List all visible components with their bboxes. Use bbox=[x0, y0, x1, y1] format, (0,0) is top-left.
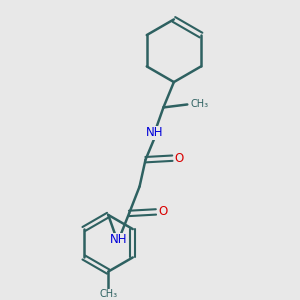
Text: O: O bbox=[158, 206, 167, 218]
Text: CH₃: CH₃ bbox=[99, 289, 117, 299]
Text: NH: NH bbox=[146, 126, 163, 139]
Text: CH₃: CH₃ bbox=[191, 100, 209, 110]
Text: NH: NH bbox=[110, 233, 128, 246]
Text: O: O bbox=[174, 152, 184, 165]
